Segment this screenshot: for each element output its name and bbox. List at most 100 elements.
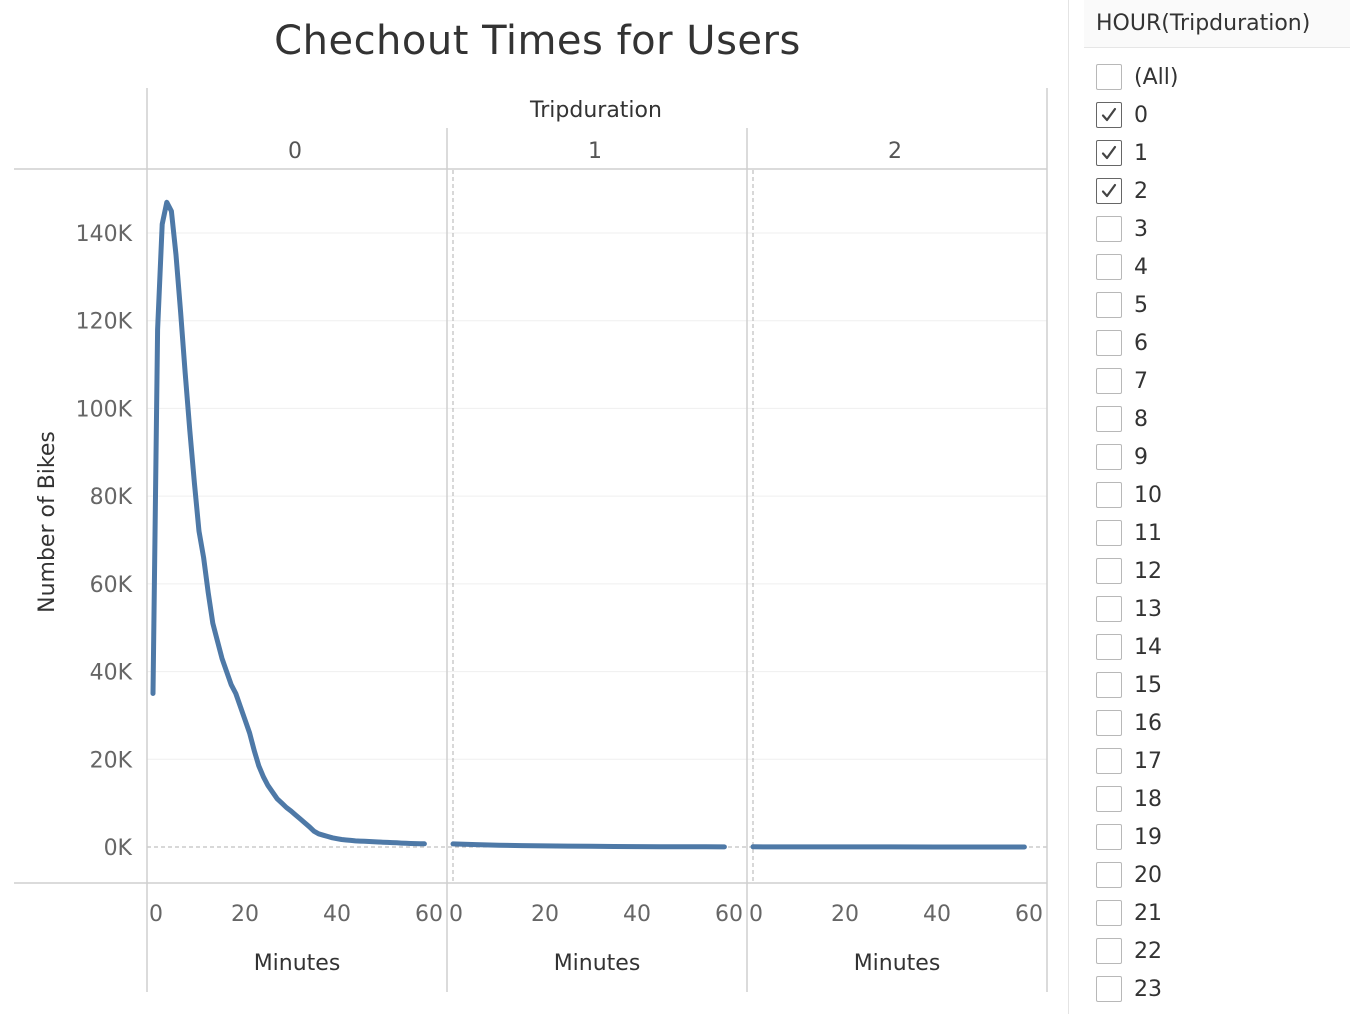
checkbox-unchecked[interactable] <box>1096 444 1122 470</box>
filter-item-label: 20 <box>1134 862 1162 888</box>
checkbox-unchecked[interactable] <box>1096 64 1122 90</box>
checkbox-unchecked[interactable] <box>1096 976 1122 1002</box>
y-tick-label: 20K <box>90 748 133 773</box>
checkbox-unchecked[interactable] <box>1096 824 1122 850</box>
x-axis-title: Minutes <box>254 951 341 976</box>
filter-item-label: (All) <box>1134 64 1179 90</box>
checkbox-unchecked[interactable] <box>1096 938 1122 964</box>
filter-item-label: 9 <box>1134 444 1148 470</box>
data-layer <box>150 199 1027 850</box>
checkbox-unchecked[interactable] <box>1096 368 1122 394</box>
panel-header-label: 0 <box>288 139 302 164</box>
filter-item-18[interactable]: 18 <box>1096 780 1178 818</box>
filter-item-9[interactable]: 9 <box>1096 438 1178 476</box>
filter-item-label: 17 <box>1134 748 1162 774</box>
checkbox-unchecked[interactable] <box>1096 254 1122 280</box>
filter-item-label: 1 <box>1134 140 1148 166</box>
series-line-panel-1[interactable] <box>450 841 727 850</box>
check-icon <box>1101 183 1117 198</box>
checkbox-unchecked[interactable] <box>1096 900 1122 926</box>
x-axis-title: Minutes <box>554 951 641 976</box>
filter-item-label: 15 <box>1134 672 1162 698</box>
checkbox-unchecked[interactable] <box>1096 634 1122 660</box>
checkbox-unchecked[interactable] <box>1096 596 1122 622</box>
x-tick-label: 40 <box>623 902 651 927</box>
series-line-panel-0[interactable] <box>150 199 427 847</box>
x-tick-label: 60 <box>415 902 443 927</box>
filter-item-4[interactable]: 4 <box>1096 248 1178 286</box>
label-layer: Tripduration Number of Bikes 0K 20K 40K 60K… <box>35 98 1043 976</box>
checkbox-unchecked[interactable] <box>1096 786 1122 812</box>
hour-filter-panel: HOUR(Tripduration) (All) 0 1 2 3 4 5 6 7 8 9 10 11 12… <box>1084 0 1350 1014</box>
filter-item-0[interactable]: 0 <box>1096 96 1178 134</box>
filter-item-label: 3 <box>1134 216 1148 242</box>
y-tick-label: 60K <box>90 573 133 598</box>
checkbox-unchecked[interactable] <box>1096 558 1122 584</box>
filter-item-12[interactable]: 12 <box>1096 552 1178 590</box>
checkbox-checked[interactable] <box>1096 102 1122 128</box>
x-tick-label: 40 <box>323 902 351 927</box>
filter-item-20[interactable]: 20 <box>1096 856 1178 894</box>
checkbox-unchecked[interactable] <box>1096 520 1122 546</box>
filter-item-17[interactable]: 17 <box>1096 742 1178 780</box>
filter-item-23[interactable]: 23 <box>1096 970 1178 1008</box>
checkbox-unchecked[interactable] <box>1096 748 1122 774</box>
filter-item-label: 14 <box>1134 634 1162 660</box>
filter-item-6[interactable]: 6 <box>1096 324 1178 362</box>
y-tick-label: 140K <box>76 222 133 247</box>
x-tick-label: 0 <box>749 902 763 927</box>
filter-item-label: 8 <box>1134 406 1148 432</box>
x-tick-label: 0 <box>449 902 463 927</box>
checkbox-unchecked[interactable] <box>1096 330 1122 356</box>
filter-item-label: 22 <box>1134 938 1162 964</box>
filter-item-19[interactable]: 19 <box>1096 818 1178 856</box>
checkbox-unchecked[interactable] <box>1096 406 1122 432</box>
filter-item-label: 10 <box>1134 482 1162 508</box>
filter-item-8[interactable]: 8 <box>1096 400 1178 438</box>
filter-item-label: 7 <box>1134 368 1148 394</box>
checkbox-unchecked[interactable] <box>1096 216 1122 242</box>
filter-item-10[interactable]: 10 <box>1096 476 1178 514</box>
checkout-times-chart: Tripduration Number of Bikes 0K 20K 40K 60K… <box>14 88 1048 992</box>
filter-item-label: 11 <box>1134 520 1162 546</box>
x-tick-label: 20 <box>231 902 259 927</box>
filter-item-label: 12 <box>1134 558 1162 584</box>
filter-item-all[interactable]: (All) <box>1096 58 1178 96</box>
filter-item-label: 0 <box>1134 102 1148 128</box>
filter-item-label: 16 <box>1134 710 1162 736</box>
checkbox-unchecked[interactable] <box>1096 482 1122 508</box>
filter-item-label: 6 <box>1134 330 1148 356</box>
filter-item-label: 5 <box>1134 292 1148 318</box>
check-icon <box>1101 107 1117 122</box>
filter-title: HOUR(Tripduration) <box>1084 0 1350 48</box>
y-tick-label: 80K <box>90 485 133 510</box>
check-icon <box>1101 145 1117 160</box>
checkbox-checked[interactable] <box>1096 178 1122 204</box>
filter-item-15[interactable]: 15 <box>1096 666 1178 704</box>
filter-item-13[interactable]: 13 <box>1096 590 1178 628</box>
filter-item-14[interactable]: 14 <box>1096 628 1178 666</box>
filter-item-label: 19 <box>1134 824 1162 850</box>
filter-item-label: 4 <box>1134 254 1148 280</box>
x-tick-label: 20 <box>831 902 859 927</box>
filter-item-22[interactable]: 22 <box>1096 932 1178 970</box>
panel-divider <box>1068 0 1069 1014</box>
filter-item-7[interactable]: 7 <box>1096 362 1178 400</box>
filter-item-5[interactable]: 5 <box>1096 286 1178 324</box>
filter-item-11[interactable]: 11 <box>1096 514 1178 552</box>
panel-header-label: 2 <box>888 139 902 164</box>
checkbox-unchecked[interactable] <box>1096 672 1122 698</box>
checkbox-checked[interactable] <box>1096 140 1122 166</box>
column-header-title: Tripduration <box>529 98 662 123</box>
x-tick-label: 0 <box>149 902 163 927</box>
filter-item-3[interactable]: 3 <box>1096 210 1178 248</box>
checkbox-unchecked[interactable] <box>1096 862 1122 888</box>
checkbox-unchecked[interactable] <box>1096 710 1122 736</box>
filter-item-1[interactable]: 1 <box>1096 134 1178 172</box>
checkbox-unchecked[interactable] <box>1096 292 1122 318</box>
chart-frame <box>14 88 1048 992</box>
y-tick-label: 100K <box>76 397 133 422</box>
filter-item-21[interactable]: 21 <box>1096 894 1178 932</box>
filter-item-16[interactable]: 16 <box>1096 704 1178 742</box>
filter-item-2[interactable]: 2 <box>1096 172 1178 210</box>
